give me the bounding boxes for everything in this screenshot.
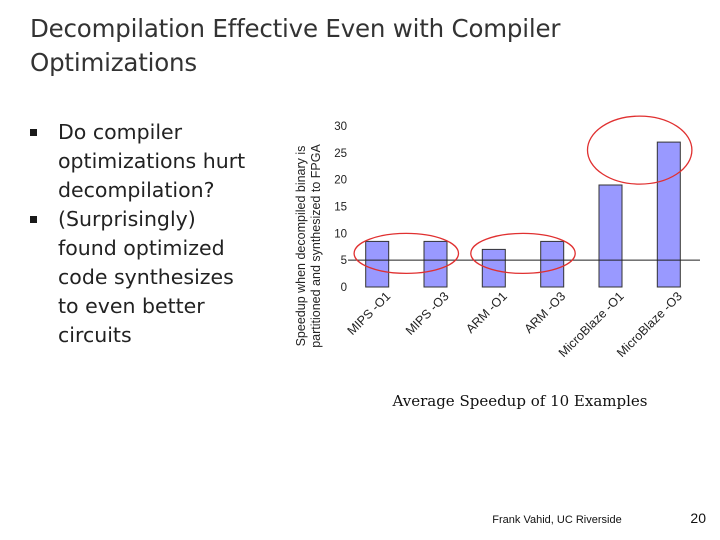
highlight-ellipses xyxy=(353,115,693,275)
slide-title: Decompilation Effective Even with Compil… xyxy=(30,14,561,77)
bullet-text: (Surprisingly) found optimized code synt… xyxy=(58,207,234,347)
bar-arm-o3 xyxy=(540,240,565,288)
bar-mips-o3 xyxy=(423,240,448,288)
square-bullet-icon xyxy=(30,216,37,223)
y-tick-label: 30 xyxy=(334,121,347,133)
bar-microblaze-o3 xyxy=(656,141,681,288)
y-tick-label: 15 xyxy=(334,202,347,214)
bullet-text: Do compiler optimizations hurt decompila… xyxy=(58,120,246,202)
highlight-ellipse xyxy=(353,232,460,275)
speedup-bar-chart: Speedup when decompiled binary is partit… xyxy=(294,115,700,360)
x-axis-tick-labels: MIPS -O1 MIPS -O3 ARM -O1 ARM -O3MicroBlaze… xyxy=(345,289,685,360)
y-tick-label: 0 xyxy=(341,282,347,294)
y-axis-label-line-2: partitioned and synthesized to FPGA xyxy=(309,144,323,348)
bar-microblaze-o1 xyxy=(598,184,623,288)
bullet-list: Do compiler optimizations hurt decompila… xyxy=(28,118,268,350)
bar-series xyxy=(365,141,681,288)
bullet-item: Do compiler optimizations hurt decompila… xyxy=(28,118,268,205)
x-tick-label: ARM -O3 xyxy=(522,289,569,336)
y-axis-label: Speedup when decompiled binary is partit… xyxy=(294,144,323,348)
square-bullet-icon xyxy=(30,129,37,136)
bullet-item: (Surprisingly) found optimized code synt… xyxy=(28,205,268,350)
x-tick-label: MIPS -O1 xyxy=(345,289,394,338)
highlight-ellipse xyxy=(586,115,693,185)
y-axis-ticks: 0 5 10 15 20 25 30 xyxy=(334,121,347,294)
y-axis-label-line-1: Speedup when decompiled binary is xyxy=(294,146,308,347)
x-tick-label: MIPS -O3 xyxy=(403,289,452,338)
x-tick-label: ARM -O1 xyxy=(463,289,510,336)
y-tick-label: 10 xyxy=(334,228,347,240)
chart-subtitle: Average Speedup of 10 Examples xyxy=(392,392,648,410)
y-tick-label: 20 xyxy=(334,175,347,187)
highlight-ellipse xyxy=(470,232,576,275)
bar-arm-o1 xyxy=(481,248,506,288)
y-tick-label: 25 xyxy=(334,148,347,160)
footer-author: Frank Vahid, UC Riverside xyxy=(492,514,622,526)
y-tick-label: 5 xyxy=(341,255,347,267)
page-number: 20 xyxy=(690,510,706,526)
bar-mips-o1 xyxy=(365,240,390,288)
